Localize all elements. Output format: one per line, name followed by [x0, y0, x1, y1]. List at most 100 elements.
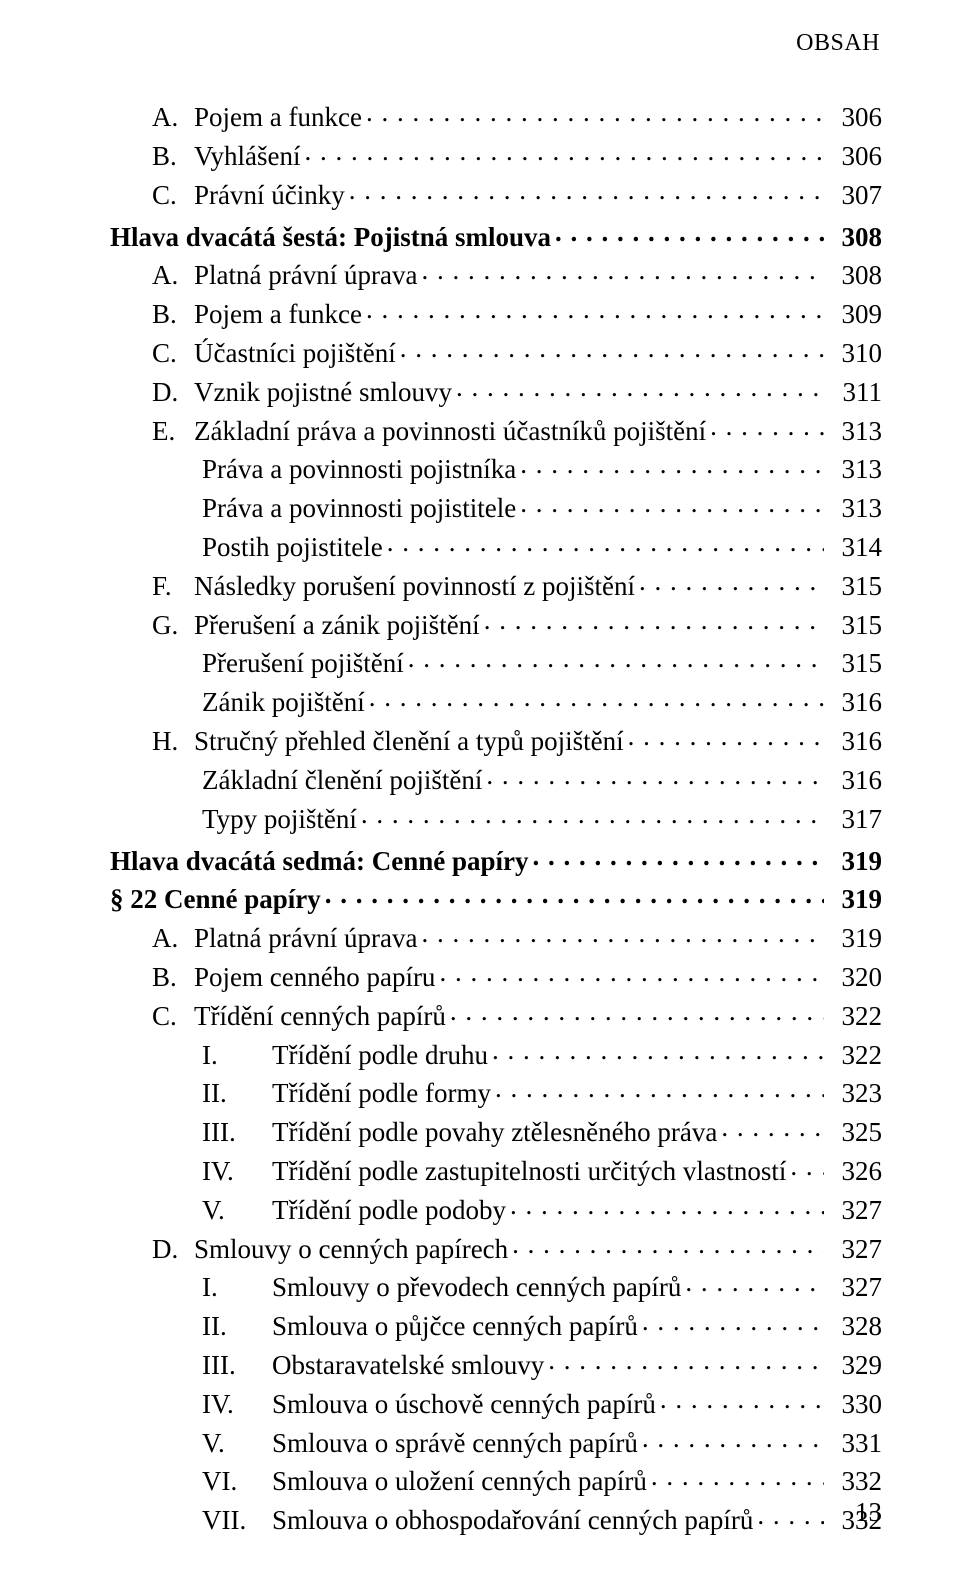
toc-pagenum: 325 [828, 1119, 882, 1146]
toc-text: Třídění podle druhu [272, 1040, 488, 1070]
toc-leader [484, 607, 824, 634]
toc-leader [366, 99, 824, 126]
toc-pagenum: 308 [828, 262, 882, 289]
toc-line: IV.Smlouva o úschově cenných papírů330 [110, 1386, 882, 1418]
toc-pagenum: 314 [828, 534, 882, 561]
toc-line: B.Pojem cenného papíru320 [110, 959, 882, 991]
toc-text: Stručný přehled členění a typů pojištění [194, 726, 624, 756]
toc-pagenum: 315 [828, 573, 882, 600]
toc-pagenum: 330 [828, 1391, 882, 1418]
toc-text: Hlava dvacátá šestá: Pojistná smlouva [110, 222, 551, 252]
toc-label: Postih pojistitele [202, 534, 383, 561]
toc-pagenum: 327 [828, 1197, 882, 1224]
toc-leader [387, 529, 824, 556]
toc-pagenum: 310 [828, 340, 882, 367]
toc-leader [548, 1347, 824, 1374]
toc-pagenum: 319 [828, 886, 882, 913]
toc-line: V.Třídění podle podoby 327 [110, 1192, 882, 1224]
toc-line: § 22 Cenné papíry319 [110, 881, 882, 913]
toc-roman-marker: II. [202, 1080, 272, 1107]
toc-pagenum: 306 [828, 104, 882, 131]
toc-line: II.Smlouva o půjčce cenných papírů328 [110, 1308, 882, 1340]
toc-pagenum: 327 [828, 1274, 882, 1301]
toc-leader [651, 1463, 824, 1490]
toc-pagenum: 317 [828, 806, 882, 833]
toc-leader [757, 1502, 824, 1529]
toc-label: Typy pojištění [202, 806, 357, 833]
toc-leader [361, 801, 824, 828]
toc-leader [492, 1037, 824, 1064]
toc-line: Hlava dvacátá šestá: Pojistná smlouva308 [110, 219, 882, 251]
toc-pagenum: 328 [828, 1313, 882, 1340]
toc-marker: A. [152, 925, 194, 952]
toc-leader [325, 881, 824, 908]
toc-pagenum: 315 [828, 612, 882, 639]
toc-pagenum: 316 [828, 767, 882, 794]
toc-label: Přerušení pojištění [202, 650, 404, 677]
toc-label: G.Přerušení a zánik pojištění [152, 612, 480, 639]
toc-text: Pojem cenného papíru [194, 962, 435, 992]
toc-label: D.Vznik pojistné smlouvy [152, 379, 452, 406]
toc-line: III.Třídění podle povahy ztělesněného pr… [110, 1114, 882, 1146]
toc-leader [533, 843, 825, 870]
toc-text: Vyhlášení [194, 141, 300, 171]
toc-leader [304, 138, 824, 165]
toc-pagenum: 326 [828, 1158, 882, 1185]
toc-roman-marker: I. [202, 1042, 272, 1069]
toc-line: F.Následky porušení povinností z pojiště… [110, 568, 882, 600]
toc-line: B.Vyhlášení306 [110, 138, 882, 170]
toc-roman-marker: IV. [202, 1391, 272, 1418]
toc-roman-marker: V. [202, 1430, 272, 1457]
page-number: 13 [855, 1497, 882, 1528]
toc-line: A.Platná právní úprava319 [110, 920, 882, 952]
toc-text: Právní účinky [194, 180, 345, 210]
toc-label: V.Třídění podle podoby [202, 1197, 506, 1224]
toc-text: Vznik pojistné smlouvy [194, 377, 452, 407]
toc-label: C.Třídění cenných papírů [152, 1003, 446, 1030]
toc-pagenum: 313 [828, 495, 882, 522]
toc-line: I.Smlouvy o převodech cenných papírů327 [110, 1269, 882, 1301]
toc-text: Platná právní úprava [194, 923, 417, 953]
toc-text: Práva a povinnosti pojistitele [202, 493, 516, 523]
toc-marker: G. [152, 612, 194, 639]
toc-marker: E. [152, 418, 194, 445]
toc-text: Následky porušení povinností z pojištění [194, 571, 635, 601]
toc-pagenum: 313 [828, 418, 882, 445]
toc-pagenum: 329 [828, 1352, 882, 1379]
toc-pagenum: 331 [828, 1430, 882, 1457]
toc-label: IV.Třídění podle zastupitelnosti určitýc… [202, 1158, 786, 1185]
toc-text: Účastníci pojištění [194, 338, 396, 368]
toc-label: Práva a povinnosti pojistníka [202, 456, 516, 483]
toc-leader [520, 490, 824, 517]
toc-line: A.Platná právní úprava308 [110, 257, 882, 289]
toc-line: H.Stručný přehled členění a typů pojiště… [110, 723, 882, 755]
toc-pagenum: 311 [828, 379, 882, 406]
toc-text: Základní členění pojištění [202, 765, 482, 795]
toc-line: IV.Třídění podle zastupitelnosti určitýc… [110, 1153, 882, 1185]
toc-leader [421, 920, 824, 947]
toc-line: II.Třídění podle formy323 [110, 1075, 882, 1107]
toc-label: Práva a povinnosti pojistitele [202, 495, 516, 522]
toc-text: Smlouva o správě cenných papírů [272, 1428, 638, 1458]
toc-line: D.Smlouvy o cenných papírech327 [110, 1231, 882, 1263]
toc-marker: D. [152, 1236, 194, 1263]
toc-marker: C. [152, 1003, 194, 1030]
toc-pagenum: 316 [828, 728, 882, 755]
toc-pagenum: 322 [828, 1042, 882, 1069]
toc-label: B.Vyhlášení [152, 143, 300, 170]
toc-label: VII.Smlouva o obhospodařování cenných pa… [202, 1507, 753, 1534]
toc-leader [512, 1231, 824, 1258]
toc-line: V.Smlouva o správě cenných papírů 331 [110, 1425, 882, 1457]
toc-line: VI.Smlouva o uložení cenných papírů332 [110, 1463, 882, 1495]
toc-marker: F. [152, 573, 194, 600]
toc-pagenum: 322 [828, 1003, 882, 1030]
toc-leader [495, 1075, 824, 1102]
toc-line: Přerušení pojištění315 [110, 645, 882, 677]
toc-line: A.Pojem a funkce306 [110, 99, 882, 131]
toc-line: D.Vznik pojistné smlouvy 311 [110, 374, 882, 406]
toc-label: D.Smlouvy o cenných papírech [152, 1236, 508, 1263]
toc-roman-marker: I. [202, 1274, 272, 1301]
toc-text: Přerušení pojištění [202, 648, 404, 678]
toc-label: C.Účastníci pojištění [152, 340, 396, 367]
toc-pagenum: 332 [828, 1468, 882, 1495]
